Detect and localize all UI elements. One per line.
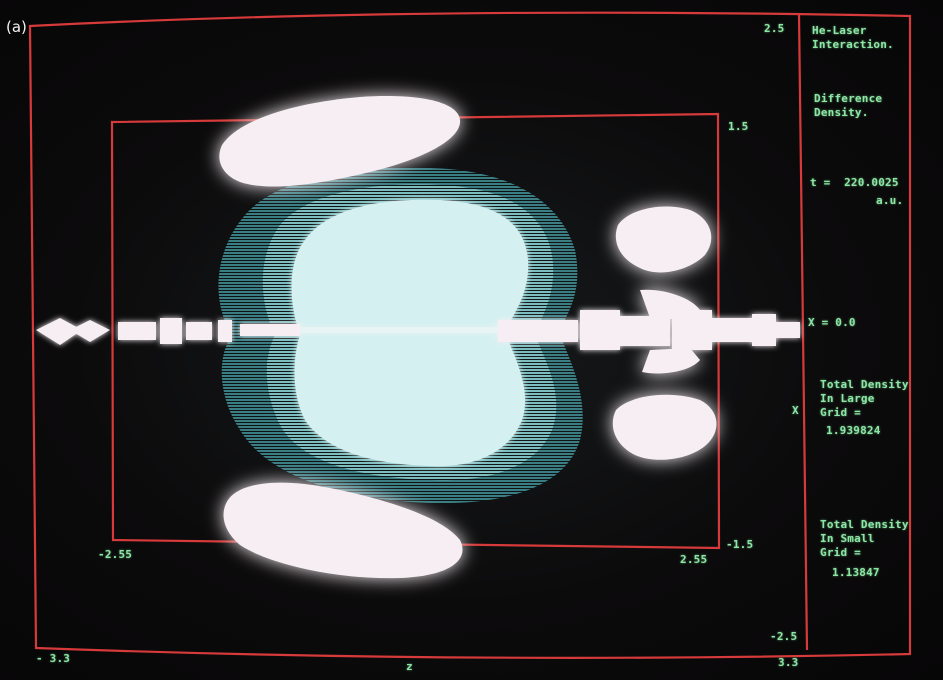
small-grid-line1: Total Density (820, 518, 909, 531)
panel-label: (a) (6, 18, 27, 36)
sidebar-subtitle-line1: Difference (814, 92, 883, 105)
time-readout: t = 220.0025 (810, 176, 899, 189)
lower-lobe (223, 482, 463, 579)
large-grid-line1: Total Density (820, 378, 909, 391)
outer-z-left-label: - 3.3 (36, 652, 71, 665)
inner-z-right-label: 2.55 (680, 553, 708, 566)
small-grid-line2: In Small (820, 532, 875, 545)
inner-y-bottom-label: -1.5 (726, 538, 754, 551)
outer-y-top-label: 2.5 (764, 22, 785, 35)
central-jet (36, 310, 800, 350)
inner-z-left-label: -2.55 (98, 548, 133, 561)
outer-z-right-label: 3.3 (778, 656, 799, 669)
right-lobes (612, 206, 717, 460)
outer-frame (28, 11, 912, 659)
inner-frame (110, 112, 721, 550)
small-grid-line3: Grid = (820, 546, 861, 559)
large-grid-line2: In Large (820, 392, 875, 405)
x-value-readout: X = 0.0 (808, 316, 856, 329)
sidebar-title-line1: He-Laser (812, 24, 867, 37)
time-unit: a.u. (876, 194, 904, 207)
inner-y-top-label: 1.5 (728, 120, 749, 133)
sidebar-subtitle-line2: Density. (814, 106, 869, 119)
outer-y-bottom-label: -2.5 (770, 630, 798, 643)
sidebar-title-line2: Interaction. (812, 38, 894, 51)
upper-lobe (219, 96, 461, 187)
small-grid-value: 1.13847 (832, 566, 880, 579)
large-grid-line3: Grid = (820, 406, 861, 419)
sidebar-divider (797, 13, 809, 651)
x-axis-label: X (792, 404, 799, 417)
large-grid-value: 1.939824 (826, 424, 881, 437)
z-axis-label: z (406, 660, 413, 673)
